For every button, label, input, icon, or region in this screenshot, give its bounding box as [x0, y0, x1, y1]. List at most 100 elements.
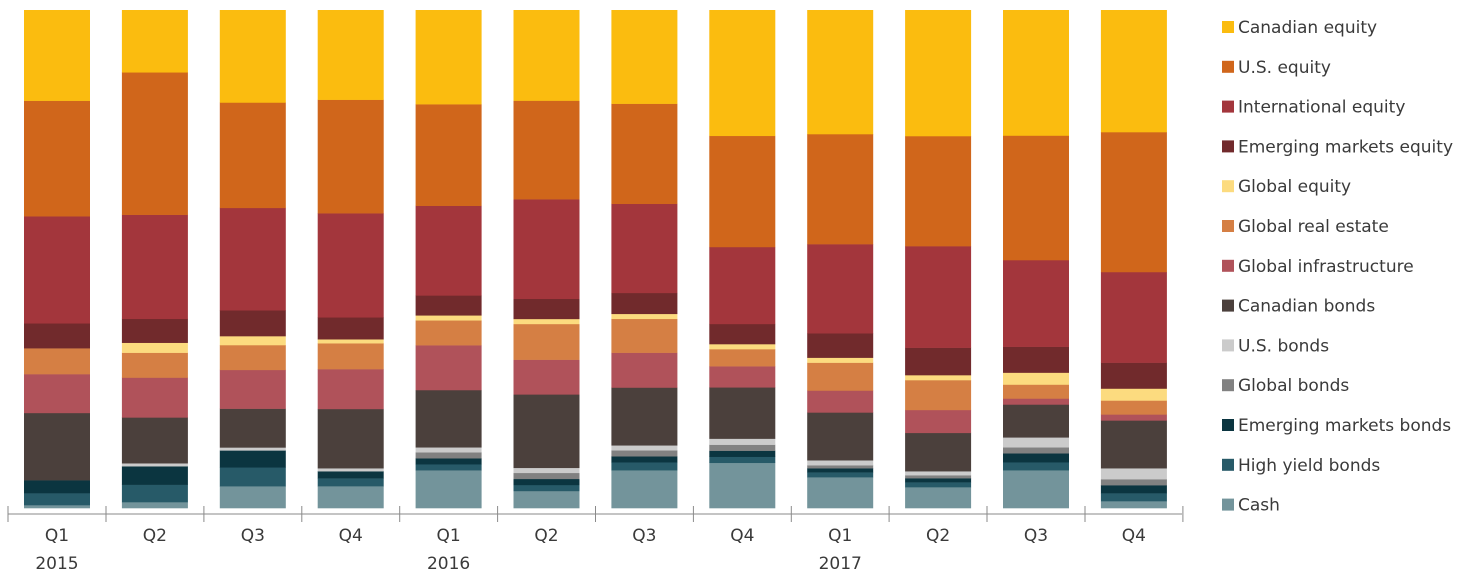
bar-segment-canadian-equity-8	[709, 10, 776, 137]
bar-segment-global-equity-6	[513, 318, 580, 325]
bar-segment-global-real-estate-3	[219, 344, 286, 371]
bar-segment-canadian-equity-10	[905, 10, 972, 137]
x-tick-label-quarter: Q3	[1024, 526, 1048, 546]
legend-item-canadian-equity: Canadian equity	[1222, 18, 1377, 38]
legend-swatch	[1222, 419, 1234, 431]
bar-segment-international-equity-5	[415, 205, 482, 296]
legend-label: Global real estate	[1238, 217, 1389, 237]
bar-segment-international-equity-9	[807, 244, 874, 334]
bar-segment-global-infrastructure-3	[219, 369, 286, 409]
bar-segment-u-s-bonds-6	[513, 467, 580, 474]
legend-label: Emerging markets equity	[1238, 137, 1453, 157]
bar-segment-emerging-markets-bonds-3	[219, 450, 286, 468]
bar-segment-cash-9	[807, 477, 874, 509]
bar-segment-emerging-markets-equity-3	[219, 310, 286, 337]
bars-area	[24, 10, 1167, 509]
bar-segment-international-equity-10	[905, 246, 972, 348]
legend-label: Canadian bonds	[1238, 297, 1375, 317]
legend-item-u-s-equity: U.S. equity	[1222, 58, 1331, 78]
bar-segment-emerging-markets-bonds-10	[905, 478, 972, 483]
bar-segment-global-equity-11	[1003, 372, 1069, 385]
bar-segment-global-infrastructure-6	[513, 359, 580, 395]
legend-item-emerging-markets-equity: Emerging markets equity	[1222, 137, 1453, 157]
legend-item-global-equity: Global equity	[1222, 177, 1351, 197]
bar-segment-canadian-bonds-1	[24, 412, 90, 481]
bar-segment-emerging-markets-bonds-4	[317, 471, 384, 479]
bar-segment-global-real-estate-4	[317, 343, 384, 370]
legend-item-international-equity: International equity	[1222, 98, 1405, 118]
bar-segment-u-s-bonds-2	[121, 463, 188, 467]
legend-swatch	[1222, 379, 1234, 392]
bar-segment-global-infrastructure-1	[24, 374, 90, 414]
bar-segment-global-bonds-7	[611, 450, 678, 457]
bar-segment-global-bonds-5	[415, 452, 482, 459]
bar-segment-emerging-markets-equity-4	[317, 317, 384, 340]
bar-segment-u-s-bonds-12	[1100, 468, 1167, 480]
bar-segment-global-infrastructure-2	[121, 377, 188, 418]
bar-segment-global-infrastructure-10	[905, 409, 972, 434]
bar-segment-global-infrastructure-5	[415, 345, 482, 391]
bar-segment-international-equity-12	[1100, 271, 1167, 363]
bar-segment-global-equity-5	[415, 315, 482, 321]
bar-segment-canadian-bonds-7	[611, 387, 678, 446]
bar-segment-high-yield-bonds-5	[415, 464, 482, 471]
bar-segment-emerging-markets-bonds-6	[513, 478, 580, 486]
x-tick-label-quarter: Q2	[926, 526, 950, 546]
bar-segment-international-equity-4	[317, 213, 384, 318]
x-tick-label-year: 2016	[427, 554, 470, 574]
bar-segment-high-yield-bonds-6	[513, 484, 580, 492]
bar-segment-canadian-bonds-10	[905, 432, 972, 472]
bar-segment-high-yield-bonds-11	[1003, 462, 1069, 471]
legend-label: Global equity	[1238, 177, 1351, 197]
bar-segment-emerging-markets-bonds-8	[709, 450, 776, 457]
bar-segment-global-bonds-10	[905, 475, 972, 479]
legend-item-u-s-bonds: U.S. bonds	[1222, 336, 1329, 356]
legend-item-cash: Cash	[1222, 496, 1280, 516]
bar-segment-cash-7	[611, 470, 678, 509]
bar-segment-canadian-bonds-4	[317, 408, 384, 469]
bar-segment-cash-10	[905, 487, 972, 509]
bar-segment-canadian-equity-6	[513, 10, 580, 101]
bar-segment-international-equity-1	[24, 216, 90, 324]
bar-segment-global-equity-12	[1100, 388, 1167, 401]
x-tick-label-year: 2017	[819, 554, 862, 574]
bar-segment-cash-11	[1003, 470, 1069, 509]
bar-segment-global-real-estate-9	[807, 362, 874, 391]
bar-segment-emerging-markets-bonds-11	[1003, 453, 1069, 463]
legend-label: International equity	[1238, 98, 1405, 118]
bar-segment-cash-12	[1100, 501, 1167, 509]
legend-swatch	[1222, 21, 1234, 33]
bar-segment-canadian-bonds-2	[121, 417, 188, 464]
legend-label: Global infrastructure	[1238, 257, 1414, 277]
bar-segment-global-infrastructure-7	[611, 352, 678, 388]
x-tick-label-quarter: Q4	[730, 526, 754, 546]
bar-segment-u-s-equity-4	[317, 99, 384, 214]
bar-segment-emerging-markets-equity-2	[121, 318, 188, 343]
bar-segment-emerging-markets-equity-1	[24, 323, 90, 349]
bar-segment-global-real-estate-11	[1003, 384, 1069, 399]
bar-segment-cash-8	[709, 462, 776, 509]
bar-segment-global-infrastructure-8	[709, 366, 776, 388]
bar-segment-global-infrastructure-12	[1100, 414, 1167, 421]
bar-segment-canadian-bonds-6	[513, 394, 580, 469]
bar-segment-u-s-bonds-3	[219, 447, 286, 451]
bar-segment-u-s-equity-6	[513, 100, 580, 200]
bar-segment-u-s-bonds-4	[317, 468, 384, 472]
bar-segment-emerging-markets-equity-11	[1003, 346, 1069, 373]
bar-segment-canadian-bonds-9	[807, 412, 874, 461]
bar-segment-cash-3	[219, 486, 286, 509]
bar-segment-international-equity-11	[1003, 260, 1069, 347]
bar-segment-global-real-estate-12	[1100, 400, 1167, 415]
bar-segment-global-bonds-6	[513, 472, 580, 480]
legend-swatch	[1222, 458, 1234, 471]
bar-segment-u-s-equity-1	[24, 100, 90, 217]
bar-segment-high-yield-bonds-8	[709, 456, 776, 464]
legend-swatch	[1222, 299, 1234, 312]
legend-swatch	[1222, 180, 1234, 193]
x-tick-label-quarter: Q1	[45, 526, 69, 546]
bar-segment-emerging-markets-equity-8	[709, 323, 776, 345]
bar-segment-global-real-estate-10	[905, 380, 972, 411]
bar-segment-high-yield-bonds-1	[24, 493, 90, 506]
bar-segment-emerging-markets-bonds-1	[24, 480, 90, 494]
bar-segment-global-equity-7	[611, 313, 678, 320]
